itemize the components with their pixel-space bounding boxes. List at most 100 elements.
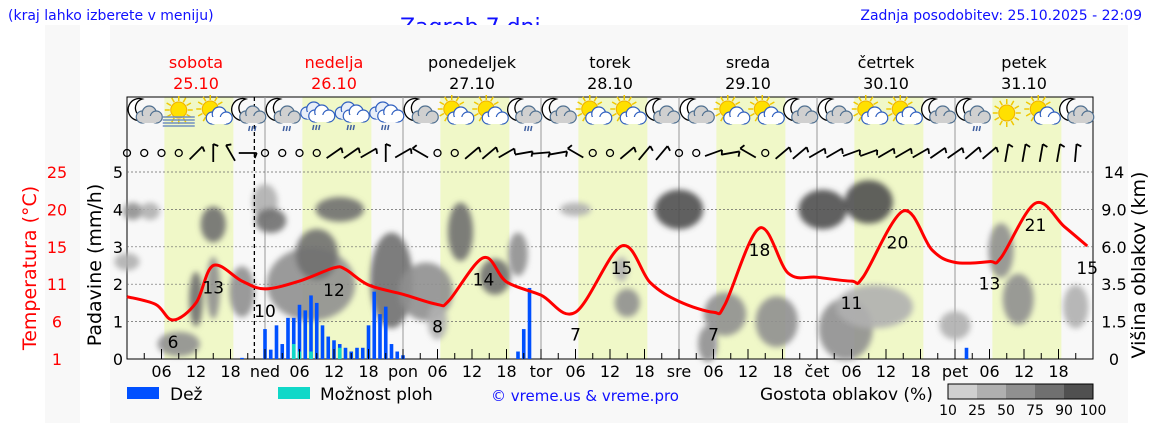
sun-ray [1010, 100, 1015, 106]
moon-cloud-rain-icon [955, 97, 991, 132]
wind-barb-icon [464, 146, 482, 160]
sun-cloud-icon [196, 95, 233, 125]
wind-barb-shaft [225, 144, 236, 162]
wind-barb-icon [808, 147, 827, 159]
precip-tick: 5 [113, 163, 123, 182]
sun-ray [490, 96, 494, 102]
density-step-label: 25 [968, 403, 986, 419]
wind-barb-icon [655, 145, 671, 161]
sun-ray [735, 101, 741, 106]
rain-bar [360, 347, 365, 359]
cloud-blob [654, 189, 704, 230]
wind-calm-icon [761, 148, 770, 158]
x-day-label: ned [250, 362, 280, 381]
cloud-shape [867, 117, 882, 124]
wind-calm-icon [692, 148, 701, 158]
wind-barb-icon [775, 146, 792, 160]
rain-bar [372, 291, 377, 359]
wind-barb-icon [964, 146, 982, 160]
cloud-blob [123, 202, 143, 220]
wind-barb-shaft [964, 146, 980, 160]
x-hour-label: 06 [151, 362, 171, 381]
wind-barb-flag [357, 147, 361, 154]
wind-barb-shaft [638, 145, 651, 161]
cloud-shape [142, 116, 157, 123]
day-name: sobota [169, 53, 223, 72]
sun-ray [1030, 96, 1035, 102]
rain-drop [381, 124, 384, 131]
sun-ray [1030, 116, 1035, 122]
fog-sun-icon [162, 96, 195, 127]
wind-barb-flag [739, 144, 745, 150]
wind-barb-icon [619, 146, 637, 160]
wind-barb-icon [411, 144, 429, 159]
temperature-tick: 15 [47, 238, 67, 257]
rain-bar [366, 325, 371, 359]
temperature-label: 8 [432, 317, 443, 337]
precip-tick: 0 [113, 350, 123, 369]
wind-barb-flag [892, 148, 896, 154]
cloud-blob [140, 202, 160, 220]
cloud-blob [614, 288, 640, 318]
wind-barb-icon [1056, 143, 1066, 163]
wind-barb-shaft [326, 147, 342, 159]
wind-barb-shaft [343, 147, 360, 159]
wind-barb-flag [995, 146, 999, 153]
wind-calm-icon [140, 148, 149, 158]
rain-bar [320, 325, 325, 359]
cloud-height-tick: 9.0 [1101, 200, 1126, 219]
sun-disc [998, 104, 1016, 122]
cloud-blob [200, 206, 226, 243]
cloud-blob [508, 232, 528, 276]
cloud-blob [560, 202, 591, 217]
sun-ray [217, 101, 223, 106]
sun-ray [616, 116, 621, 122]
wind-barb-icon [384, 143, 392, 162]
wind-barb-flag [788, 146, 792, 153]
rain-bar [240, 357, 244, 359]
sun-ray [459, 101, 465, 106]
cloud-blob [703, 292, 747, 336]
wind-barb-flag [737, 151, 741, 157]
x-hour-label: 06 [703, 362, 723, 381]
sun-ray [214, 96, 218, 102]
sun-ray [582, 96, 586, 102]
shower-bar [309, 351, 313, 359]
moon-cloud-icon [645, 97, 681, 124]
wind-barb-flag [1007, 143, 1014, 148]
sun-ray [182, 97, 187, 103]
sun-ray [749, 112, 755, 117]
cloud-blob [836, 284, 913, 329]
sun-ray [994, 105, 1000, 110]
sun-ray [478, 116, 483, 122]
temperature-label: 6 [168, 333, 179, 353]
wind-barb-shaft [619, 146, 635, 160]
cloud-shape [418, 116, 433, 123]
sun-ray [202, 96, 207, 102]
temperature-label: 7 [708, 325, 719, 345]
sun-ray [611, 112, 617, 117]
rain-drop [285, 125, 288, 132]
wind-barb-icon [1074, 143, 1082, 163]
sun-ray [869, 96, 874, 102]
wind-barb-icon [567, 144, 584, 159]
wind-barb-shaft [1021, 143, 1027, 163]
cloud-shape [659, 116, 674, 123]
cloud-rain-icon [369, 101, 405, 131]
sun-ray [754, 116, 759, 122]
wind-barb-icon [704, 149, 723, 157]
cloud-shape [832, 116, 847, 123]
x-hour-label: 12 [876, 362, 896, 381]
cloud-blob [798, 189, 847, 230]
wind-barb-icon [1021, 143, 1031, 163]
cloud-density-layer [114, 180, 1089, 362]
wind-barb-shaft [514, 150, 533, 156]
wind-barb-icon [343, 147, 361, 159]
sun-ray [994, 116, 1000, 121]
wind-barb-flag [841, 148, 844, 154]
wind-barb-shaft [895, 147, 912, 159]
cloud-blob [698, 326, 718, 362]
sun-ray [887, 101, 893, 106]
rain-bar [355, 347, 359, 359]
density-bar-border [947, 383, 1094, 400]
